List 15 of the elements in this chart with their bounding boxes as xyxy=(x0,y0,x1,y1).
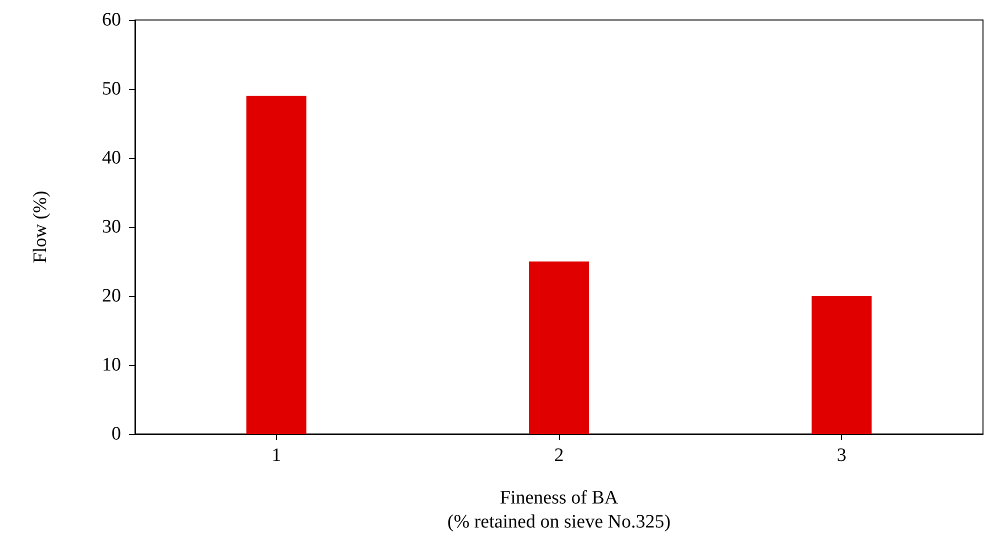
y-tick-label: 10 xyxy=(102,354,121,376)
y-tick-label: 60 xyxy=(102,10,121,30)
y-tick-label: 40 xyxy=(102,148,121,168)
x-tick-label: 1 xyxy=(272,445,282,466)
y-tick-label: 30 xyxy=(102,216,121,238)
y-tick-label: 0 xyxy=(112,424,121,444)
bar xyxy=(529,262,589,434)
y-tick-label: 20 xyxy=(102,286,121,306)
x-axis-title: Fineness of BA (% retained on sieve No.325) xyxy=(447,488,671,532)
x-tick-label: 2 xyxy=(554,445,564,466)
y-axis-title: Flow (%) xyxy=(30,190,51,264)
x-tick-label: 3 xyxy=(836,445,846,466)
bar xyxy=(246,96,306,434)
bar xyxy=(812,296,872,434)
y-tick-label: 50 xyxy=(102,78,121,100)
